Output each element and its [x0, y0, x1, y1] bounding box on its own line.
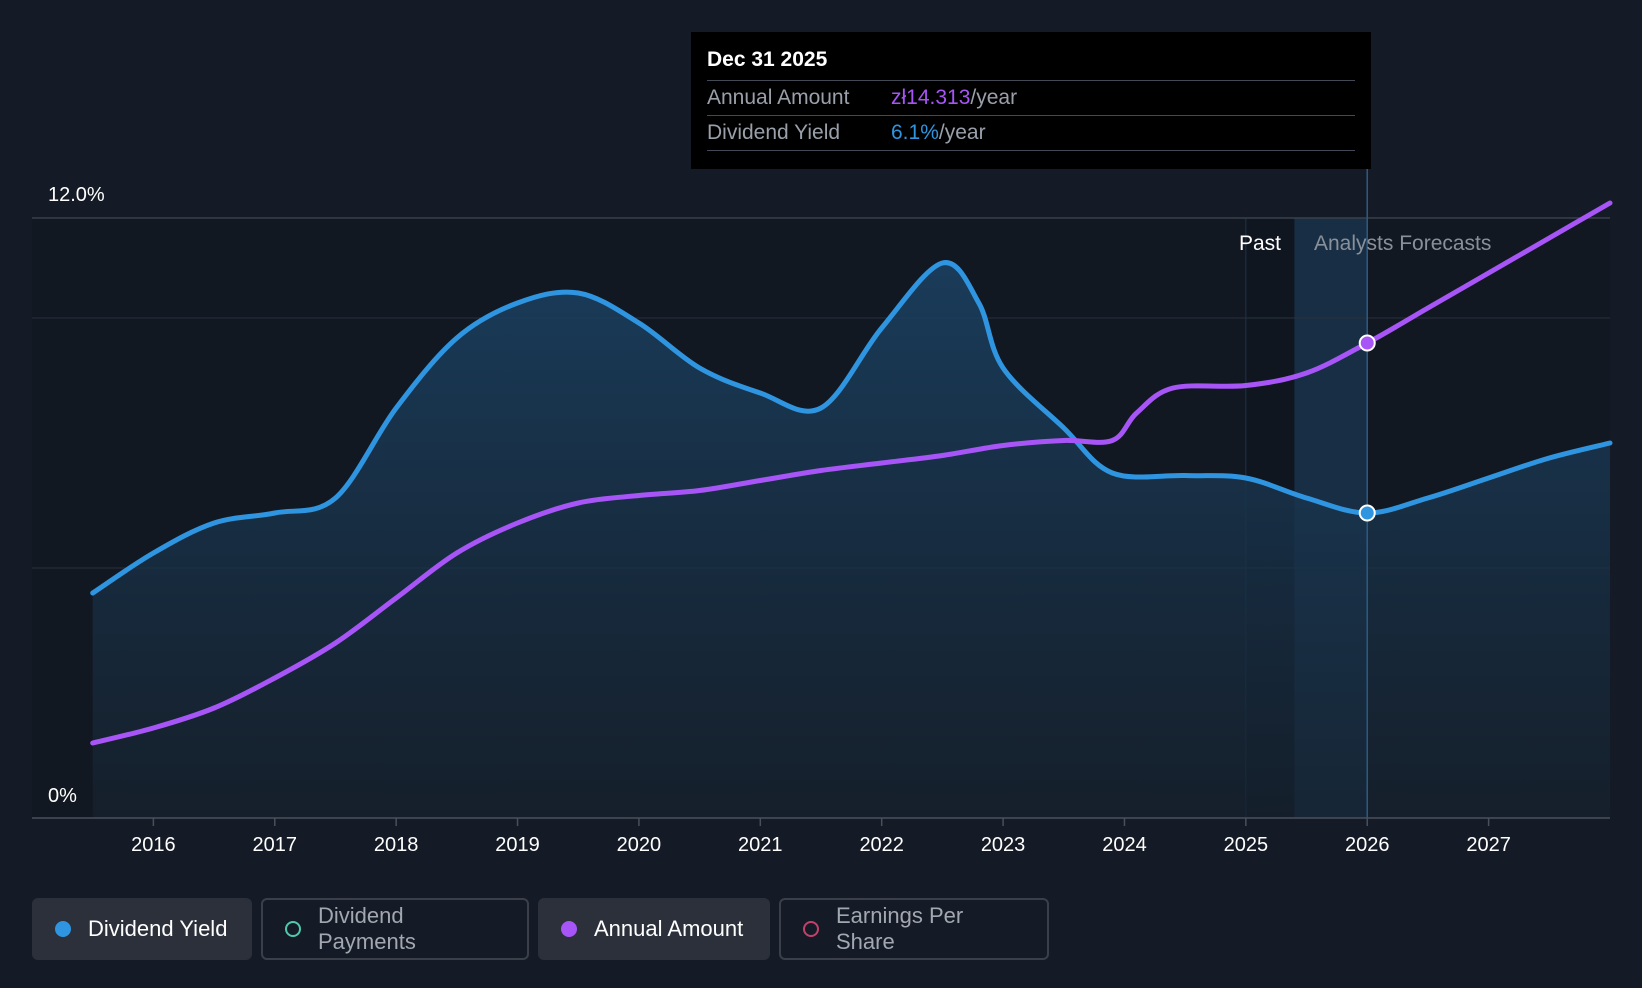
x-tick-label-2024: 2024	[1102, 834, 1147, 856]
tooltip-annual-amount-value: zł14.313	[891, 86, 971, 109]
y-tick-label-min: 0%	[48, 785, 77, 807]
tooltip-annual-amount-row: Annual Amount zł14.313 /year	[707, 81, 1355, 116]
region-label-past: Past	[1239, 232, 1281, 255]
x-tick-label-2017: 2017	[253, 834, 298, 856]
legend-label-annual-amount: Annual Amount	[594, 916, 744, 941]
legend-toggle-dividend-yield[interactable]: Dividend Yield	[32, 898, 252, 960]
x-tick-label-2018: 2018	[374, 834, 419, 856]
x-tick-label-2023: 2023	[981, 834, 1026, 856]
legend-toggle-earnings-per-share[interactable]: Earnings Per Share	[779, 898, 1049, 960]
dividend-yield-area	[92, 262, 1611, 818]
chart-tooltip: Dec 31 2025 Annual Amount zł14.313 /year…	[691, 32, 1371, 169]
x-tick-label-2022: 2022	[859, 834, 904, 856]
earnings-per-share-ring-icon	[803, 921, 819, 937]
tooltip-dividend-yield-label: Dividend Yield	[707, 121, 841, 144]
tooltip-annual-amount-label: Annual Amount	[707, 86, 850, 109]
annual-amount-highlight-point	[1358, 334, 1376, 352]
tooltip-dividend-yield-row: Dividend Yield 6.1% /year	[707, 116, 1355, 151]
x-tick-label-2019: 2019	[495, 834, 540, 856]
dividend-payments-ring-icon	[285, 921, 301, 937]
legend-label-dividend-yield: Dividend Yield	[88, 916, 228, 941]
tooltip-dividend-yield-unit: /year	[938, 121, 986, 144]
region-label-forecast: Analysts Forecasts	[1314, 232, 1491, 255]
dividend-yield-dot-icon	[55, 921, 71, 937]
legend-label-dividend-payments: Dividend Payments	[318, 903, 416, 954]
legend-label-earnings-per-share: Earnings Per Share	[836, 903, 964, 954]
legend-toggle-annual-amount[interactable]: Annual Amount	[538, 898, 770, 960]
tooltip-annual-amount-unit: /year	[970, 86, 1018, 109]
dividend-yield-line	[90, 260, 1613, 596]
x-tick-label-2026: 2026	[1345, 834, 1390, 856]
tooltip-dividend-yield-value: 6.1%	[891, 121, 939, 144]
x-tick-label-2027: 2027	[1466, 834, 1511, 856]
chart-legend: Dividend Yield Dividend Payments Annual …	[32, 898, 1049, 960]
y-tick-label-max: 12.0%	[48, 184, 105, 206]
x-tick-label-2021: 2021	[738, 834, 783, 856]
annual-amount-dot-icon	[561, 921, 577, 937]
x-tick-label-2016: 2016	[131, 834, 176, 856]
dividend-yield-highlight-point	[1358, 504, 1376, 522]
legend-toggle-dividend-payments[interactable]: Dividend Payments	[261, 898, 529, 960]
x-tick-label-2020: 2020	[617, 834, 662, 856]
tooltip-date: Dec 31 2025	[707, 46, 1355, 81]
x-tick-label-2025: 2025	[1224, 834, 1269, 856]
